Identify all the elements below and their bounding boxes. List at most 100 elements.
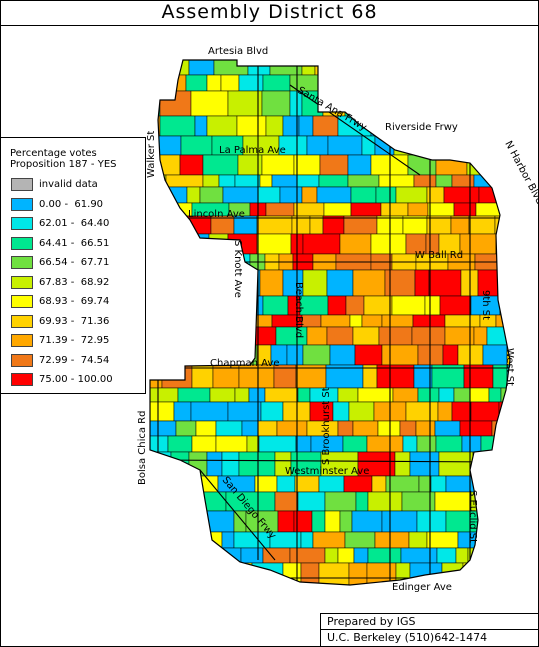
precinct [482,344,508,366]
precinct [197,314,223,328]
legend-label: 66.54 - 67.71 [39,257,110,268]
precinct [324,491,357,512]
precinct [259,174,273,188]
precinct [311,510,326,533]
precinct [505,74,510,92]
precinct [475,202,508,217]
precinct [185,74,208,92]
precinct [150,547,161,564]
precinct [374,531,410,549]
precinct [296,174,320,188]
precinct [343,215,378,235]
precinct [381,344,419,366]
precinct [233,510,247,533]
label-west-st: West St [504,348,515,386]
precinct [179,154,204,176]
label-9th-st: 9th St [480,290,491,320]
precinct [327,135,363,156]
precinct [182,344,202,366]
precinct [217,562,253,585]
precinct [427,202,455,217]
precinct [159,547,186,564]
legend-swatch [11,236,33,250]
precinct [194,115,208,137]
precinct [240,547,264,564]
precinct [150,344,169,366]
legend-swatch [11,373,33,386]
precinct [420,135,443,156]
precinct [474,475,507,493]
precinct [159,115,196,137]
credit-divider [321,629,538,630]
precinct [444,314,481,328]
precinct [485,592,501,613]
precinct [291,215,311,235]
precinct [150,90,161,117]
precinct [402,215,428,235]
precinct [202,174,220,188]
precinct [435,435,463,453]
precinct [234,174,261,188]
precinct [262,74,291,92]
precinct [318,475,345,493]
precinct [385,475,420,493]
precinct [371,74,402,92]
precinct [502,451,510,477]
precinct [361,314,383,328]
precinct [165,174,204,188]
precinct [478,186,501,204]
precinct [166,592,191,613]
precinct [175,475,194,493]
precinct [208,233,229,255]
precinct [470,401,500,422]
precinct [461,435,482,453]
street-line [199,469,276,561]
precinct [337,387,359,403]
precinct [274,491,299,512]
precinct [355,491,369,512]
precinct [177,387,211,403]
precinct [150,562,160,585]
legend-label: 64.41 - 66.51 [39,237,110,249]
precinct [150,269,176,297]
precinct [455,547,469,564]
precinct [320,314,351,328]
precinct [227,295,243,316]
precinct [506,60,510,76]
precinct [150,186,168,204]
precinct [257,186,281,204]
precinct [301,60,316,76]
precinct [513,511,538,532]
precinct [234,387,250,403]
precinct [345,295,365,316]
precinct [505,475,510,493]
precinct [450,592,465,613]
precinct [495,314,510,328]
precinct [324,547,339,564]
precinct [226,592,250,613]
precinct [418,475,432,493]
precinct [265,202,295,217]
precinct [465,592,485,613]
precinct [150,364,163,389]
precinct [473,174,501,188]
precinct [184,547,221,564]
precinct [298,115,314,137]
precinct [339,592,372,613]
precinct [246,435,260,453]
precinct [370,233,407,255]
precinct [385,60,424,76]
legend-label: 0.00 - 61.90 [39,198,104,210]
legend-item: 71.39 - 72.95 [11,334,141,348]
legend: Percentage votes Proposition 187 - YES i… [0,137,146,394]
precinct [439,295,472,316]
precinct [337,547,355,564]
precinct [343,475,373,493]
precinct [436,74,461,92]
precinct [493,531,510,549]
precinct [276,420,308,437]
precinct [150,314,158,328]
precinct [215,435,248,453]
precinct [357,387,394,403]
